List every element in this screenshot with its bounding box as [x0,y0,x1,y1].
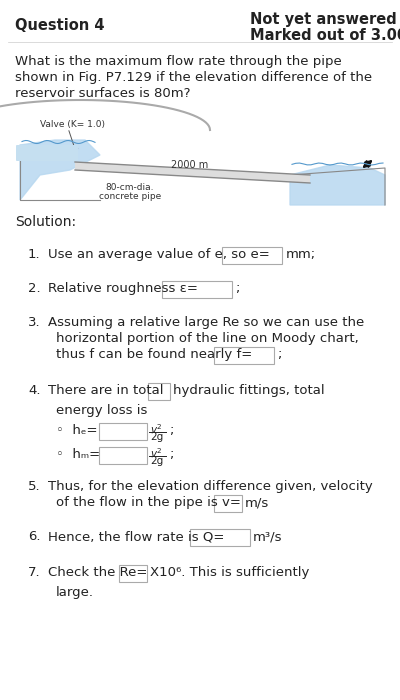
Text: $v^2$: $v^2$ [150,446,162,460]
FancyBboxPatch shape [190,529,250,546]
Text: Marked out of 3.00: Marked out of 3.00 [250,28,400,43]
Text: $v^2$: $v^2$ [150,422,162,436]
Text: There are in total: There are in total [48,384,164,397]
Text: 2000 m: 2000 m [171,160,209,170]
Text: Check the Re=: Check the Re= [48,566,147,579]
Text: ◦  hₑ=: ◦ hₑ= [56,424,98,437]
FancyBboxPatch shape [222,247,282,264]
Polygon shape [75,162,310,183]
FancyBboxPatch shape [162,281,232,298]
Text: Hence, the flow rate is Q=: Hence, the flow rate is Q= [48,530,224,543]
Polygon shape [20,140,100,200]
Text: hydraulic fittings, total: hydraulic fittings, total [173,384,325,397]
Text: Solution:: Solution: [15,215,76,229]
Polygon shape [290,165,385,205]
Text: Relative roughness ε=: Relative roughness ε= [48,282,198,295]
FancyBboxPatch shape [119,565,147,582]
Text: 2g: 2g [150,456,163,466]
Text: 80-cm-dia.: 80-cm-dia. [106,183,154,192]
Text: 7.: 7. [28,566,41,579]
FancyBboxPatch shape [214,495,242,512]
Text: 1.: 1. [28,248,41,261]
Text: m/s: m/s [245,496,269,509]
Text: concrete pipe: concrete pipe [99,192,161,201]
Text: 2.: 2. [28,282,41,295]
Text: Assuming a relative large Re so we can use the: Assuming a relative large Re so we can u… [48,316,364,329]
FancyBboxPatch shape [16,145,78,161]
Text: Water 15°C: Water 15°C [21,148,73,157]
Text: ;: ; [236,282,240,295]
Text: 5.: 5. [28,480,41,493]
Text: Thus, for the elevation difference given, velocity: Thus, for the elevation difference given… [48,480,373,493]
Text: thus f can be found nearly f=: thus f can be found nearly f= [56,348,252,361]
Text: m³/s: m³/s [253,530,282,543]
Text: 2g: 2g [150,432,163,442]
Text: Valve (K= 1.0): Valve (K= 1.0) [40,120,105,129]
Text: Not yet answered: Not yet answered [250,12,397,27]
Text: reservoir surfaces is 80m?: reservoir surfaces is 80m? [15,87,190,100]
FancyBboxPatch shape [99,423,147,440]
Text: ;: ; [169,448,173,461]
Text: What is the maximum flow rate through the pipe: What is the maximum flow rate through th… [15,55,342,68]
Text: ;: ; [169,424,173,437]
Text: Use an average value of e, so e=: Use an average value of e, so e= [48,248,270,261]
Text: large.: large. [56,586,94,599]
Text: mm;: mm; [285,248,316,261]
Text: energy loss is: energy loss is [56,404,147,417]
Text: of the flow in the pipe is v=: of the flow in the pipe is v= [56,496,241,509]
Text: 4.: 4. [28,384,40,397]
FancyBboxPatch shape [99,447,147,464]
Text: X10⁶. This is sufficiently: X10⁶. This is sufficiently [150,566,309,579]
Text: 6.: 6. [28,530,40,543]
Text: ◦  hₘ=: ◦ hₘ= [56,448,100,461]
Text: Question 4: Question 4 [15,18,104,33]
FancyBboxPatch shape [148,383,170,400]
Text: shown in Fig. P7.129 if the elevation difference of the: shown in Fig. P7.129 if the elevation di… [15,71,372,84]
Text: horizontal portion of the line on Moody chart,: horizontal portion of the line on Moody … [56,332,359,345]
Text: 3.: 3. [28,316,41,329]
FancyBboxPatch shape [214,347,274,364]
Text: ;: ; [277,348,282,361]
